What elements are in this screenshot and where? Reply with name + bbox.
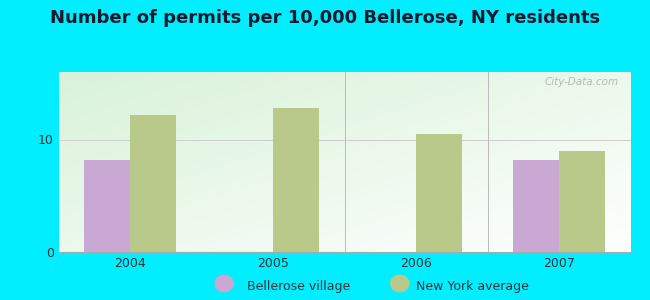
Bar: [514, 160, 559, 252]
Bar: [559, 151, 604, 252]
Ellipse shape: [391, 275, 409, 292]
Text: City-Data.com: City-Data.com: [545, 77, 619, 87]
Bar: [130, 115, 176, 252]
Bar: [416, 134, 462, 252]
Bar: [84, 160, 130, 252]
Text: Number of permits per 10,000 Bellerose, NY residents: Number of permits per 10,000 Bellerose, …: [50, 9, 600, 27]
Ellipse shape: [215, 275, 233, 292]
Text: New York average: New York average: [416, 280, 529, 293]
Text: Bellerose village: Bellerose village: [247, 280, 350, 293]
Bar: [273, 108, 318, 252]
